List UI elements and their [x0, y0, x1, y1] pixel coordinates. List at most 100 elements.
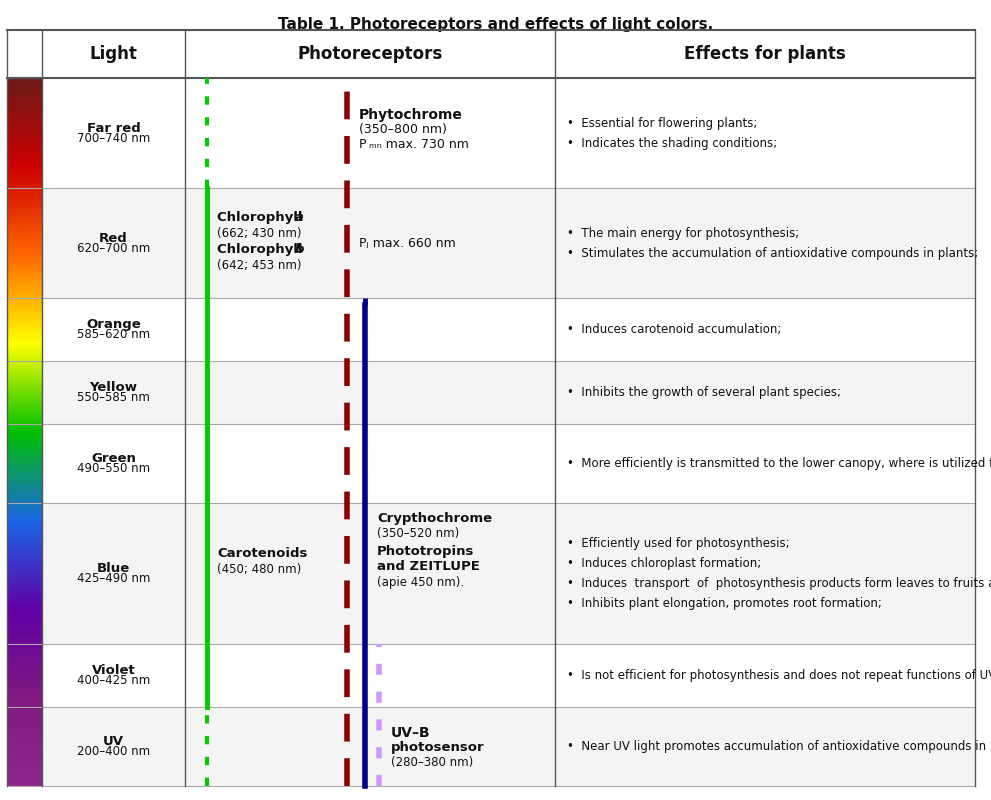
Bar — [7, 427, 42, 430]
Bar — [7, 206, 42, 208]
Bar — [7, 541, 42, 543]
Bar — [7, 281, 42, 283]
Text: •  Inhibits plant elongation, promotes root formation;: • Inhibits plant elongation, promotes ro… — [567, 597, 882, 610]
Text: •  Efficiently used for photosynthesis;: • Efficiently used for photosynthesis; — [567, 537, 790, 550]
Bar — [7, 680, 42, 682]
Bar — [7, 725, 42, 727]
Bar — [7, 548, 42, 550]
Text: P ₘₙ max. 730 nm: P ₘₙ max. 730 nm — [359, 138, 469, 150]
Bar — [7, 708, 42, 710]
Bar — [7, 562, 42, 564]
Bar — [7, 507, 42, 510]
Text: •  The main energy for photosynthesis;: • The main energy for photosynthesis; — [567, 226, 800, 240]
Bar — [7, 519, 42, 522]
Bar — [7, 477, 42, 479]
Bar — [7, 342, 42, 345]
Bar — [7, 179, 42, 182]
Text: •  Near UV light promotes accumulation of antioxidative compounds in plants.: • Near UV light promotes accumulation of… — [567, 740, 991, 753]
Bar — [7, 163, 42, 166]
Text: UV: UV — [103, 735, 124, 748]
Text: 700–740 nm: 700–740 nm — [77, 131, 150, 145]
Text: a: a — [295, 210, 304, 224]
Text: •  Induces  transport  of  photosynthesis products form leaves to fruits and roo: • Induces transport of photosynthesis pr… — [567, 577, 991, 590]
Bar — [7, 552, 42, 554]
Bar — [7, 90, 42, 92]
Bar — [7, 201, 42, 203]
Bar — [7, 710, 42, 713]
Bar — [7, 456, 42, 458]
Bar — [7, 578, 42, 581]
Bar — [7, 550, 42, 552]
Bar — [7, 290, 42, 293]
Bar — [7, 286, 42, 288]
Text: photosensor: photosensor — [391, 741, 485, 754]
Bar — [7, 149, 42, 151]
Bar — [7, 222, 42, 224]
Bar — [7, 737, 42, 739]
Bar — [7, 231, 42, 234]
Bar — [7, 102, 42, 104]
Bar — [7, 300, 42, 302]
Bar — [7, 345, 42, 347]
Bar — [7, 779, 42, 782]
Bar — [7, 97, 42, 99]
Bar — [7, 260, 42, 262]
Bar — [7, 460, 42, 462]
Bar — [7, 321, 42, 323]
Bar — [7, 658, 42, 661]
Bar — [7, 146, 42, 149]
Bar — [7, 482, 42, 484]
Bar — [7, 373, 42, 375]
Text: (apie 450 nm).: (apie 450 nm). — [377, 576, 464, 589]
Bar — [7, 770, 42, 772]
Bar — [7, 765, 42, 767]
Text: Carotenoids: Carotenoids — [217, 547, 307, 560]
Bar — [7, 628, 42, 630]
Bar — [7, 661, 42, 663]
Bar — [7, 510, 42, 512]
Bar — [7, 422, 42, 425]
Text: (662; 430 nm): (662; 430 nm) — [217, 226, 301, 240]
Bar — [7, 758, 42, 760]
Bar — [7, 408, 42, 410]
Bar — [7, 554, 42, 557]
Bar — [7, 258, 42, 260]
Bar — [7, 189, 42, 191]
Bar — [7, 526, 42, 529]
Bar — [7, 491, 42, 494]
Bar — [7, 78, 42, 80]
Bar — [7, 449, 42, 451]
Text: Table 1. Photoreceptors and effects of light colors.: Table 1. Photoreceptors and effects of l… — [277, 17, 714, 32]
Text: Photoreceptors: Photoreceptors — [297, 45, 443, 63]
Bar — [7, 278, 42, 281]
Text: Far red: Far red — [86, 122, 141, 134]
Text: Phototropins: Phototropins — [377, 545, 475, 558]
Bar — [7, 123, 42, 126]
Bar — [7, 484, 42, 486]
Text: •  Stimulates the accumulation of antioxidative compounds in plants;: • Stimulates the accumulation of antioxi… — [567, 246, 978, 260]
Text: 425–490 nm: 425–490 nm — [77, 572, 151, 585]
Text: Chlorophyll: Chlorophyll — [217, 210, 307, 224]
Bar — [7, 626, 42, 628]
Bar — [7, 498, 42, 501]
Bar — [42, 707, 975, 786]
Bar — [7, 446, 42, 449]
Bar — [7, 501, 42, 503]
Bar — [7, 663, 42, 666]
Bar — [7, 114, 42, 116]
Bar — [7, 451, 42, 454]
Bar — [7, 397, 42, 399]
Bar — [42, 30, 975, 78]
Bar — [7, 382, 42, 385]
Bar — [7, 82, 42, 85]
Bar — [7, 271, 42, 274]
Bar — [7, 161, 42, 163]
Bar — [7, 370, 42, 373]
Bar — [7, 755, 42, 758]
Bar — [7, 604, 42, 606]
Bar — [7, 385, 42, 387]
Bar — [7, 734, 42, 737]
Bar — [7, 218, 42, 219]
Bar — [7, 691, 42, 694]
Bar — [7, 646, 42, 649]
